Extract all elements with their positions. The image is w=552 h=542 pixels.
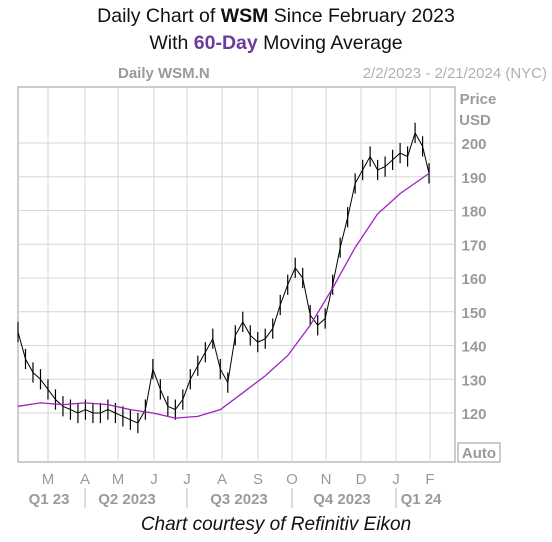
x-quarter-label: Q1 23 [29, 491, 70, 508]
chart-date-range: 2/2/2023 - 2/21/2024 (NYC) [363, 65, 547, 82]
x-month-label: F [425, 471, 434, 488]
title-ticker: WSM [220, 5, 269, 27]
x-month-label: O [286, 471, 298, 488]
y-tick-label: 170 [461, 237, 486, 254]
x-month-label: D [356, 471, 367, 488]
chart-title-line-1: Daily Chart of WSM Since February 2023 [0, 5, 552, 28]
y-tick-label: 160 [461, 271, 486, 288]
x-quarter-label: Q1 24 [401, 491, 443, 508]
moving-average-line [17, 172, 430, 419]
y-tick-label: 150 [461, 305, 486, 322]
subtitle-prefix: With [149, 32, 194, 54]
y-tick-label: 180 [461, 204, 486, 221]
chart-instrument-label: Daily WSM.N [118, 65, 210, 82]
y-tick-label: 200 [461, 136, 486, 153]
x-month-label: J [183, 471, 191, 488]
x-month-label: S [253, 471, 263, 488]
y-tick-label: 120 [461, 406, 486, 423]
y-tick-label: 140 [461, 339, 486, 356]
y-axis-label: Price [460, 91, 497, 108]
y-tick-label: 190 [461, 170, 486, 187]
chart-credit: Chart courtesy of Refinitiv Eikon [140, 514, 412, 535]
x-quarter-label: Q2 2023 [98, 491, 156, 508]
x-quarter-label: Q4 2023 [313, 491, 371, 508]
subtitle-ma-period: 60-Day [193, 32, 258, 54]
x-month-label: M [42, 471, 55, 488]
x-month-label: J [150, 471, 158, 488]
y-axis-unit: USD [459, 112, 491, 129]
x-month-label: A [80, 471, 90, 488]
y-tick-label: 130 [461, 372, 486, 389]
price-line [17, 131, 430, 424]
subtitle-suffix: Moving Average [257, 32, 403, 54]
x-month-label: N [321, 471, 332, 488]
chart-title-line-2: With 60-Day Moving Average [0, 32, 552, 55]
title-suffix: Since February 2023 [268, 5, 455, 27]
x-quarter-label: Q3 2023 [210, 491, 268, 508]
x-month-label: A [217, 471, 227, 488]
auto-scale-box [457, 442, 501, 463]
plot-frame [17, 86, 456, 463]
price-chart: 120 130 140 150 160 170 180 190 200 Price USD Auto D… [17, 65, 547, 508]
title-prefix: Daily Chart of [97, 5, 221, 27]
x-month-label: J [392, 471, 400, 488]
x-month-label: M [112, 471, 125, 488]
auto-scale-label: Auto [462, 445, 496, 462]
